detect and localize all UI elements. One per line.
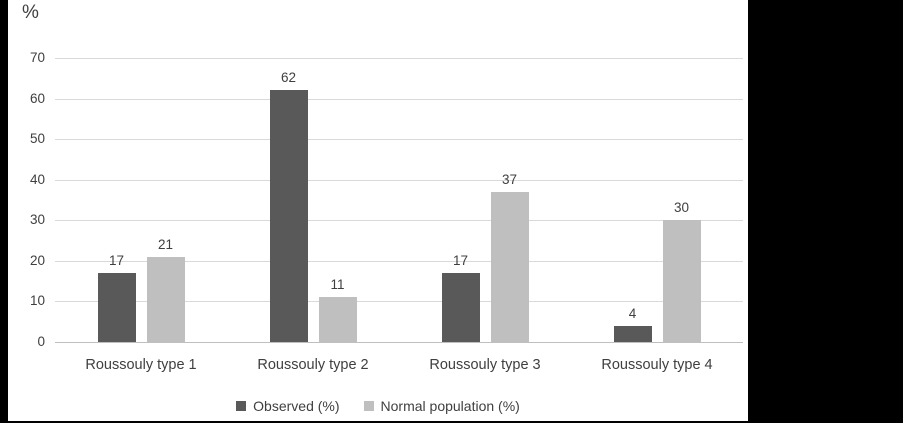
bar-series-1-cat-1 bbox=[318, 297, 357, 342]
x-category-label-1: Roussouly type 1 bbox=[85, 357, 197, 373]
gridline-y-50 bbox=[55, 139, 743, 141]
data-label-series-0-cat-0: 17 bbox=[108, 253, 125, 269]
y-tick-label-0: 0 bbox=[37, 334, 45, 349]
legend-label: Observed (%) bbox=[253, 398, 340, 414]
gridline-y-10 bbox=[55, 301, 743, 303]
legend-item-0: Observed (%) bbox=[236, 398, 340, 414]
x-category-label-4: Roussouly type 4 bbox=[601, 357, 713, 373]
y-tick-label-60: 60 bbox=[29, 90, 45, 106]
data-label-series-1-cat-0: 21 bbox=[157, 236, 174, 252]
gridline-y-20 bbox=[55, 260, 743, 262]
data-label-series-0-cat-3: 4 bbox=[628, 305, 637, 321]
y-tick-label-30: 30 bbox=[29, 212, 45, 228]
gridline-y-60 bbox=[55, 98, 743, 100]
legend-item-1: Normal population (%) bbox=[363, 398, 520, 414]
y-axis-title: % bbox=[22, 2, 39, 23]
plot-area bbox=[55, 58, 743, 343]
chart-legend: Observed (%) Normal population (%) bbox=[8, 398, 748, 414]
bar-series-0-cat-3 bbox=[613, 325, 652, 342]
bar-series-1-cat-3 bbox=[662, 220, 701, 342]
data-label-series-0-cat-2: 17 bbox=[452, 253, 469, 269]
x-category-label-3: Roussouly type 3 bbox=[429, 357, 541, 373]
gridline-y-70 bbox=[55, 58, 743, 59]
y-tick-label-40: 40 bbox=[29, 171, 45, 187]
data-label-series-1-cat-3: 30 bbox=[673, 200, 690, 216]
data-label-series-0-cat-1: 62 bbox=[280, 70, 297, 86]
y-tick-label-10: 10 bbox=[29, 293, 45, 309]
y-tick-label-20: 20 bbox=[29, 252, 45, 268]
y-tick-label-50: 50 bbox=[29, 131, 45, 147]
bar-series-0-cat-1 bbox=[269, 90, 308, 342]
data-label-series-1-cat-2: 37 bbox=[501, 171, 518, 187]
bar-series-0-cat-2 bbox=[441, 273, 480, 342]
gridline-y-40 bbox=[55, 179, 743, 181]
chart-panel: % 0 10 20 30 40 50 60 70 Roussouly type 1 Rousso… bbox=[8, 0, 748, 421]
bar-series-1-cat-0 bbox=[146, 256, 185, 342]
legend-swatch-icon bbox=[363, 401, 374, 411]
bar-series-1-cat-2 bbox=[490, 191, 529, 342]
legend-swatch-icon bbox=[236, 401, 247, 411]
x-category-label-2: Roussouly type 2 bbox=[257, 357, 369, 373]
legend-label: Normal population (%) bbox=[380, 398, 520, 414]
data-label-series-1-cat-1: 11 bbox=[330, 277, 345, 293]
gridline-y-0 bbox=[55, 342, 743, 343]
gridline-y-30 bbox=[55, 220, 743, 222]
bar-series-0-cat-0 bbox=[97, 273, 136, 342]
y-tick-label-70: 70 bbox=[29, 50, 45, 65]
